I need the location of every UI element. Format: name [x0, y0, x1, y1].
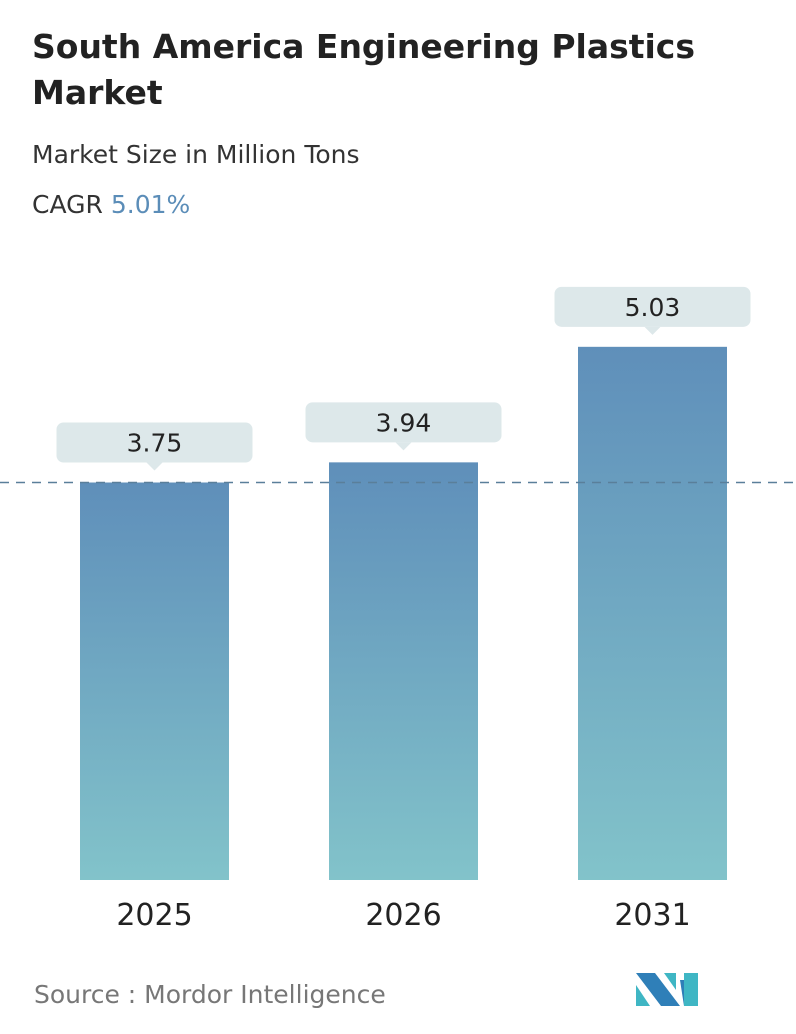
- data-label: 3.94: [376, 408, 432, 437]
- bar-2026: [329, 462, 478, 880]
- data-label-pointer: [395, 442, 412, 451]
- chart-title: South America Engineering Plastics Marke…: [32, 27, 696, 112]
- cagr: CAGR 5.01%: [32, 190, 190, 219]
- cagr-label: CAGR: [32, 190, 103, 219]
- data-label-bubble: [305, 402, 502, 443]
- data-label-pointer: [146, 462, 163, 471]
- data-label: 5.03: [625, 293, 681, 322]
- bar-2031: [578, 346, 727, 880]
- source-text: Source : Mordor Intelligence: [34, 980, 386, 1009]
- data-label-pointer: [644, 326, 661, 335]
- x-tick-label: 2031: [614, 898, 690, 933]
- data-label-bubble: [554, 286, 751, 327]
- chart-subtitle: Market Size in Million Tons: [32, 140, 360, 169]
- x-tick-label: 2026: [365, 898, 441, 933]
- cagr-value: 5.01%: [110, 190, 191, 219]
- x-tick-label: 2025: [116, 898, 192, 933]
- data-label-bubble: [56, 422, 253, 463]
- bar-2025: [80, 482, 229, 880]
- data-label: 3.75: [127, 429, 183, 458]
